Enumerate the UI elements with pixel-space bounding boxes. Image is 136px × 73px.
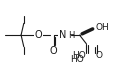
Text: OH: OH	[95, 22, 109, 32]
Text: H: H	[68, 31, 74, 40]
Text: O: O	[35, 30, 43, 40]
Text: N: N	[59, 30, 66, 40]
Text: HO: HO	[70, 55, 84, 64]
Text: HO: HO	[73, 51, 86, 60]
Text: O: O	[95, 51, 102, 60]
Text: O: O	[50, 47, 58, 56]
